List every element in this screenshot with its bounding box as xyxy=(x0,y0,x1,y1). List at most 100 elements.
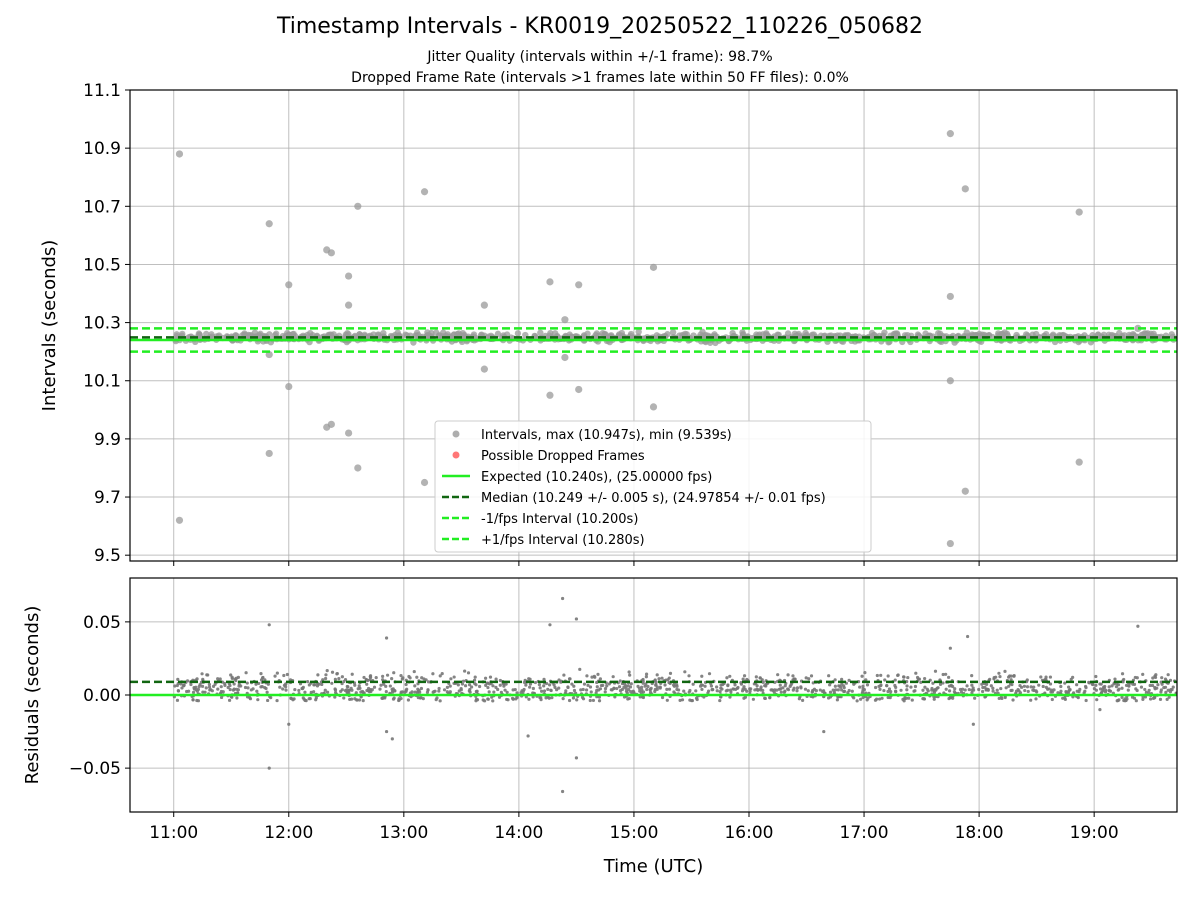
data-point xyxy=(210,689,214,693)
data-point xyxy=(728,674,732,678)
data-point xyxy=(230,675,234,679)
data-point xyxy=(388,684,392,688)
data-point xyxy=(349,686,353,690)
data-point xyxy=(538,686,542,690)
data-point xyxy=(687,690,691,694)
data-point xyxy=(236,675,240,679)
data-point xyxy=(533,680,538,685)
data-point xyxy=(266,682,270,686)
data-point xyxy=(761,680,765,684)
data-point xyxy=(330,670,335,674)
data-point xyxy=(847,678,851,682)
data-point xyxy=(667,687,672,691)
data-point xyxy=(1050,697,1054,702)
outlier-point xyxy=(561,596,565,601)
outlier-point xyxy=(946,539,954,548)
data-point xyxy=(585,674,589,678)
data-point xyxy=(589,690,593,694)
data-point xyxy=(882,688,886,693)
data-point xyxy=(877,697,882,701)
data-point xyxy=(683,670,687,674)
data-point xyxy=(494,330,502,338)
data-point xyxy=(580,695,585,699)
data-point xyxy=(970,683,974,687)
data-point xyxy=(941,672,945,677)
data-point xyxy=(887,687,892,691)
data-point xyxy=(208,688,212,692)
data-point xyxy=(397,698,401,702)
data-point xyxy=(754,675,758,679)
data-point xyxy=(795,686,800,690)
data-point xyxy=(431,672,435,676)
data-point xyxy=(933,669,938,673)
data-point xyxy=(1044,677,1048,681)
data-point xyxy=(365,688,369,693)
data-point xyxy=(191,698,195,702)
data-point xyxy=(977,687,981,692)
data-point xyxy=(179,682,183,686)
outlier-point xyxy=(354,464,362,472)
data-point xyxy=(967,687,971,692)
data-point xyxy=(281,687,285,691)
data-point xyxy=(695,697,699,702)
data-point xyxy=(456,683,460,687)
data-point xyxy=(235,696,239,700)
data-point xyxy=(648,690,653,694)
data-point xyxy=(840,688,844,692)
data-point xyxy=(260,685,264,689)
data-point xyxy=(935,330,942,337)
data-point xyxy=(475,690,479,694)
data-point xyxy=(859,697,863,701)
data-point xyxy=(944,687,948,691)
data-point xyxy=(1147,691,1151,695)
data-point xyxy=(494,685,498,689)
x-tick-label: 13:00 xyxy=(379,823,428,843)
data-point xyxy=(926,689,930,693)
data-point xyxy=(720,687,724,691)
data-point xyxy=(538,695,542,700)
outlier-point xyxy=(267,766,271,770)
data-point xyxy=(586,683,590,687)
data-point xyxy=(1132,696,1137,700)
data-point xyxy=(356,331,363,338)
data-point xyxy=(245,681,249,685)
data-point xyxy=(282,673,286,678)
data-point xyxy=(578,667,582,671)
data-point xyxy=(804,676,808,680)
data-point xyxy=(1134,699,1138,703)
data-point xyxy=(1084,686,1088,690)
data-point xyxy=(663,683,667,687)
x-tick-label: 16:00 xyxy=(724,823,773,843)
data-point xyxy=(460,333,467,340)
data-point xyxy=(797,697,801,701)
data-point xyxy=(635,328,642,336)
data-point xyxy=(618,689,623,693)
data-point xyxy=(873,698,878,702)
data-point xyxy=(690,698,694,703)
data-point xyxy=(855,699,859,703)
data-point xyxy=(874,685,878,690)
data-point xyxy=(503,688,507,692)
data-point xyxy=(680,698,685,702)
data-point xyxy=(353,683,357,687)
data-point xyxy=(463,684,468,688)
data-point xyxy=(763,696,767,700)
data-point xyxy=(381,674,385,678)
data-point xyxy=(733,683,737,687)
data-point xyxy=(460,682,465,686)
data-point xyxy=(640,685,644,689)
figure-subtitle-jitter: Jitter Quality (intervals within +/-1 fr… xyxy=(427,49,773,65)
data-point xyxy=(1034,697,1038,701)
legend-label: -1/fps Interval (10.200s) xyxy=(481,512,638,527)
data-point xyxy=(960,687,965,691)
data-point xyxy=(1075,689,1079,693)
data-point xyxy=(189,682,193,687)
data-point xyxy=(938,682,943,686)
data-point xyxy=(244,671,248,675)
data-point xyxy=(256,698,260,702)
data-point xyxy=(773,680,777,684)
data-point xyxy=(971,686,975,690)
data-point xyxy=(463,669,467,673)
data-point xyxy=(248,696,252,700)
data-point xyxy=(498,678,502,683)
